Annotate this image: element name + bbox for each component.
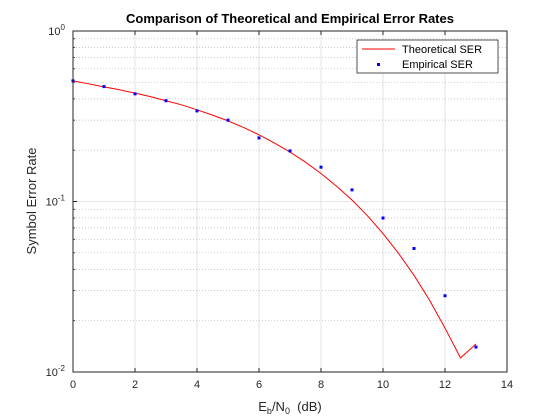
legend-entry-theoretical: Theoretical SER — [402, 44, 482, 56]
chart-title: Comparison of Theoretical and Empirical … — [126, 11, 454, 26]
x-tick-label: 10 — [377, 379, 389, 391]
x-axis-label-sub2: 0 — [285, 406, 290, 416]
y-tick-label-exponent: -2 — [58, 364, 66, 373]
empirical-ser-point — [319, 165, 323, 169]
y-tick-label-base: 10 — [46, 197, 58, 209]
y-tick-label-exponent: -1 — [58, 194, 66, 203]
x-tick-label: 6 — [256, 379, 262, 391]
y-tick-label: 10-1 — [46, 194, 66, 209]
empirical-ser-point — [381, 216, 385, 220]
x-axis-label-sub1: b — [267, 406, 272, 416]
x-tick-label: 2 — [132, 379, 138, 391]
y-tick-label: 10-2 — [46, 364, 66, 379]
empirical-ser-point — [102, 85, 106, 89]
x-tick-label: 14 — [501, 379, 513, 391]
empirical-ser-point — [443, 294, 447, 298]
legend-entry-empirical: Empirical SER — [402, 59, 473, 71]
empirical-ser-point — [257, 136, 261, 140]
empirical-ser-point — [474, 345, 478, 349]
ticks — [72, 30, 508, 373]
theoretical-ser-line — [72, 80, 477, 359]
x-axis-label-mid: /N — [272, 399, 285, 414]
x-axis-label: Eb/N0 (dB) — [258, 399, 322, 416]
empirical-ser-point — [164, 99, 168, 103]
empirical-ser-point — [288, 149, 292, 153]
y-tick-label: 100 — [48, 23, 65, 38]
y-axis-label: Symbol Error Rate — [24, 148, 39, 255]
legend-box — [356, 39, 499, 74]
grid — [73, 31, 507, 372]
x-axis-label-unit: (dB) — [290, 399, 322, 414]
x-tick-label: 0 — [70, 379, 76, 391]
legend: Theoretical SER Empirical SER — [356, 39, 499, 74]
empirical-ser-point — [226, 118, 230, 122]
y-tick-label-exponent: 0 — [61, 23, 66, 32]
empirical-ser-point — [350, 188, 354, 192]
x-axis-label-base: E — [258, 399, 267, 414]
empirical-ser-point — [412, 247, 416, 251]
empirical-ser-point — [133, 92, 137, 96]
x-tick-label: 12 — [439, 379, 451, 391]
y-tick-label-base: 10 — [48, 26, 60, 38]
empirical-ser-point — [195, 109, 199, 113]
y-tick-label-base: 10 — [46, 367, 58, 379]
x-tick-label: 8 — [318, 379, 324, 391]
legend-marker-swatch — [377, 63, 380, 66]
x-tick-label: 4 — [194, 379, 200, 391]
